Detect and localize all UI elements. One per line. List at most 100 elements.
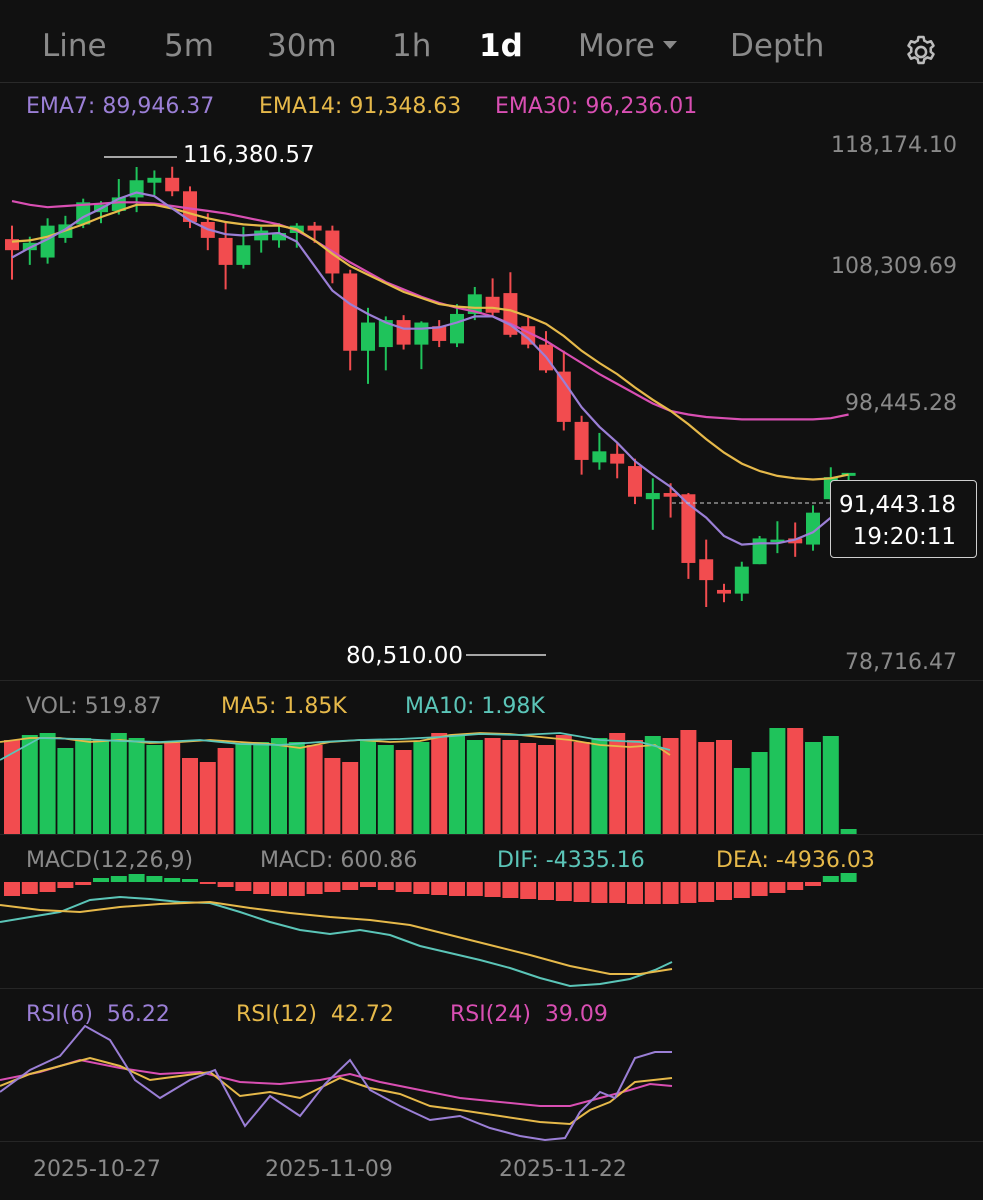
rsi24-name: RSI(24): [450, 1002, 531, 1027]
volume-bar: [288, 742, 305, 834]
candle-body: [699, 559, 714, 581]
panel-divider: [0, 680, 983, 681]
candle-body: [254, 230, 269, 241]
price-axis-label: 118,174.10: [831, 133, 957, 158]
volume-bar: [431, 733, 448, 834]
volume-bar: [110, 733, 127, 834]
macd-bar: [680, 882, 697, 903]
volume-bar: [680, 730, 697, 834]
candle-body: [681, 494, 696, 563]
rsi12-line: [0, 1056, 673, 1126]
volume-bar: [128, 738, 145, 834]
volume-bar: [306, 745, 323, 834]
candle-body: [147, 177, 162, 183]
macd-bar: [306, 882, 323, 894]
tab-1d[interactable]: 1d: [479, 28, 523, 64]
volume-bar: [805, 742, 821, 834]
macd-bar: [182, 879, 198, 882]
ema7-label: EMA7: 89,946.37: [26, 94, 215, 119]
rsi24-label: RSI(24) 39.09: [450, 1002, 608, 1027]
volume-bar: [217, 748, 234, 834]
gear-icon[interactable]: [902, 33, 940, 71]
macd-bar: [395, 882, 412, 892]
tab-30m[interactable]: 30m: [267, 28, 337, 64]
volume-bars: [4, 728, 857, 834]
macd-bar: [128, 874, 145, 882]
candle-countdown: 19:20:11: [852, 524, 956, 550]
date-label: 2025-10-27: [33, 1157, 161, 1182]
candle-body: [40, 225, 55, 258]
date-label: 2025-11-09: [265, 1157, 393, 1182]
macd-bar: [787, 882, 804, 890]
candle-body: [485, 296, 500, 313]
macd-bar: [449, 882, 465, 896]
macd-bar: [644, 882, 661, 904]
panel-divider: [0, 1141, 983, 1142]
ema14-line: [11, 203, 849, 481]
volume-bar: [93, 740, 109, 834]
volume-bar: [57, 748, 74, 834]
volume-bar: [733, 768, 750, 834]
macd-bar: [21, 882, 38, 894]
macd-bar: [360, 882, 376, 887]
volume-bar: [199, 762, 216, 834]
volume-bar: [342, 762, 359, 834]
candle-body: [307, 225, 322, 231]
candle-body: [841, 472, 856, 476]
volume-bar: [449, 735, 465, 834]
macd-bar: [57, 882, 74, 888]
tab-1h[interactable]: 1h: [392, 28, 432, 64]
volume-bar: [555, 735, 572, 834]
price-axis-label: 98,445.28: [845, 391, 957, 416]
volume-bar: [520, 743, 537, 834]
candle-body: [592, 451, 607, 463]
macd-bar: [751, 882, 768, 896]
macd-bar: [484, 882, 501, 897]
candle-body: [770, 539, 785, 543]
candle-body: [752, 538, 767, 565]
macd-bar: [288, 882, 305, 896]
tab-depth[interactable]: Depth: [730, 28, 825, 64]
macd-params-label: MACD(12,26,9): [26, 848, 194, 873]
macd-bar: [555, 882, 572, 901]
macd-bar: [146, 876, 163, 882]
macd-bar: [627, 882, 643, 904]
ma5-label: MA5: 1.85K: [221, 694, 347, 719]
volume-bar: [395, 750, 412, 834]
volume-bar: [377, 745, 394, 834]
macd-bar: [733, 882, 750, 898]
candle-body: [556, 371, 571, 422]
macd-bar: [110, 876, 127, 882]
macd-bar: [377, 882, 394, 890]
macd-bar: [217, 882, 234, 887]
tab-5m[interactable]: 5m: [164, 28, 214, 64]
tab-line[interactable]: Line: [42, 28, 107, 64]
current-price-box[interactable]: 91,443.18 19:20:11: [830, 480, 977, 558]
candle-body: [218, 237, 233, 265]
dif-label: DIF: -4335.16: [497, 848, 645, 873]
rsi12-label: RSI(12) 42.72: [236, 1002, 394, 1027]
volume-bar: [484, 738, 501, 834]
volume-bar: [324, 758, 341, 834]
volume-bar: [627, 740, 643, 834]
macd-bar: [39, 882, 56, 892]
tab-more[interactable]: More: [578, 28, 677, 64]
volume-bar: [75, 738, 92, 834]
macd-bar: [466, 882, 483, 896]
macd-bar: [520, 882, 537, 899]
candle-body: [717, 589, 731, 594]
macd-bar: [538, 882, 554, 900]
volume-bar: [502, 740, 519, 834]
macd-bar: [342, 882, 359, 890]
macd-bar: [805, 882, 821, 886]
candle-body: [5, 239, 19, 251]
volume-bar: [413, 742, 430, 834]
macd-bar: [235, 882, 252, 891]
date-label: 2025-11-22: [499, 1157, 627, 1182]
rsi6-value: 56.22: [106, 1002, 170, 1027]
high-price-annotation: 116,380.57: [183, 142, 315, 168]
timeframe-tabs: Line 5m 30m 1h 1d More Depth: [0, 0, 983, 83]
vol-label: VOL: 519.87: [26, 694, 162, 719]
ema7-line: [11, 191, 850, 546]
